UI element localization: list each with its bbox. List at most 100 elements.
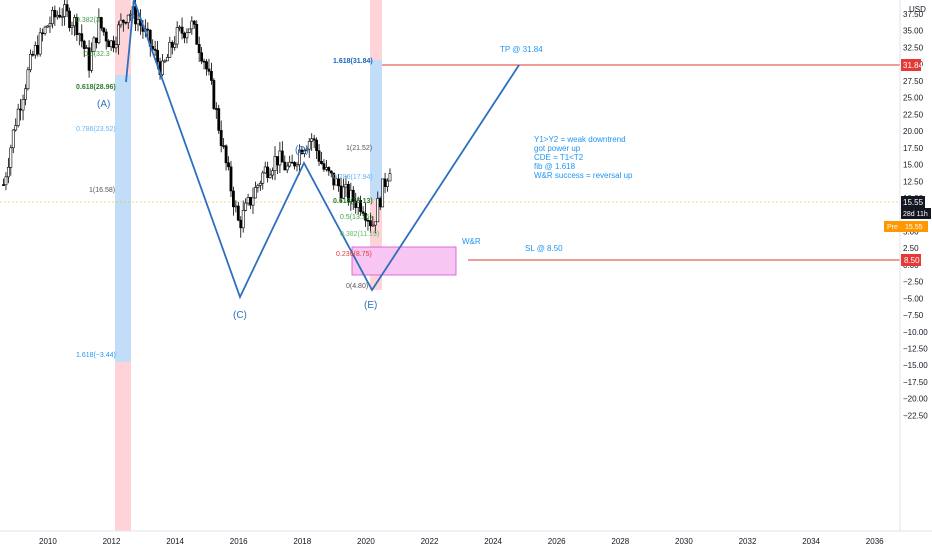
year-tick-label: 2020 [357, 537, 375, 546]
last-price-badge [901, 196, 925, 208]
candle-body [283, 161, 287, 171]
candle-body [43, 26, 47, 34]
candle-body [183, 33, 186, 39]
candle-body [104, 31, 108, 42]
year-tick-label: 2012 [103, 537, 121, 546]
candle-body [229, 166, 233, 192]
candle-body [80, 33, 84, 42]
candle-body [126, 14, 130, 23]
candle-body [129, 13, 133, 16]
fib-right-0786: 0.786(17.94) [333, 174, 373, 181]
tp-badge [901, 59, 921, 71]
candle-body [241, 210, 245, 229]
year-tick-label: 2016 [230, 537, 248, 546]
note-line-3: CDE = T1<T2 [534, 153, 584, 162]
candle-body [285, 165, 289, 171]
candle-body [383, 178, 387, 187]
year-tick-label: 2032 [739, 537, 757, 546]
note-line-1: Y1>Y2 = weak downtrend [534, 135, 626, 144]
candle-body [114, 44, 118, 49]
zigzag-pattern [125, 0, 520, 300]
note-line-4: fib @ 1.618 [534, 162, 576, 171]
year-tick-label: 2034 [802, 537, 820, 546]
candle-body [202, 60, 206, 63]
candle-body [339, 185, 343, 199]
candle-body [175, 27, 179, 45]
candle-body [219, 130, 223, 146]
price-badges: 31.84 15.55 28d 11h Pre 15.55 8.50 [884, 59, 931, 266]
fib-left-1618: 1.618(−3.44) [76, 352, 116, 359]
tp-annotation: TP @ 31.84 [500, 45, 543, 54]
candle-body [9, 147, 13, 168]
wave-label-d: (D) [295, 145, 309, 156]
candle-body [298, 149, 301, 165]
candle-body [359, 200, 363, 213]
candle-body [97, 17, 101, 44]
countdown-text: 28d 11h [903, 211, 928, 218]
candle-body [266, 166, 270, 178]
wave-label-e: (E) [364, 300, 377, 311]
candle-body [322, 163, 326, 170]
candle-body [19, 108, 23, 111]
fib-left-0618: 0.618(28.96) [76, 84, 116, 91]
last-price-text: 15.55 [903, 198, 924, 207]
candle-body [146, 28, 150, 31]
candle-body [217, 108, 221, 131]
candle-body [386, 180, 389, 187]
candle-body [369, 220, 372, 227]
zigzag-line [125, 0, 520, 300]
time-axis[interactable]: 2010 2012 2014 2016 2018 2020 2022 2024 2026 2028… [0, 530, 932, 546]
wave-label-a: (A) [97, 99, 110, 110]
candle-body [351, 189, 355, 202]
candle-body [239, 219, 243, 229]
candle-body [290, 161, 294, 164]
note-line-5: W&R success = reversal up [534, 171, 633, 180]
candle-body [173, 43, 177, 48]
price-tick-label: −5.00 [903, 294, 924, 303]
candle-body [256, 185, 260, 188]
candle-body [41, 32, 45, 35]
candle-body [227, 162, 230, 168]
fib-right-1618: 1.618(31.84) [333, 58, 373, 65]
candle-body [121, 19, 125, 23]
wave-label-c: (C) [233, 310, 247, 321]
candle-body [187, 28, 191, 33]
price-tick-label: −17.50 [903, 378, 928, 387]
candle-body [207, 68, 211, 72]
candle-body [6, 167, 10, 178]
candle-body [48, 23, 52, 27]
candle-body [2, 184, 5, 186]
pre-badge-price: 15.55 [905, 224, 923, 231]
pre-badge-tag: Pre [887, 224, 898, 231]
candle-body [197, 44, 201, 54]
candle-body [14, 125, 18, 131]
year-tick-label: 2022 [421, 537, 439, 546]
candle-body [317, 150, 321, 162]
price-tick-label: 22.50 [903, 110, 924, 119]
price-tick-label: −15.00 [903, 361, 928, 370]
candle-body [165, 57, 169, 62]
countdown-badge [901, 208, 931, 219]
candle-body [305, 148, 309, 151]
fib-shade-right [370, 60, 382, 200]
candle-body [205, 61, 208, 70]
candle-body [46, 25, 49, 28]
candle-body [185, 32, 189, 39]
year-tick-label: 2030 [675, 537, 693, 546]
candle-body [224, 145, 228, 164]
candle-body [312, 138, 316, 141]
fib-shade-left [115, 75, 131, 362]
candle-body [99, 17, 103, 29]
fib-right-0618: 0.618(15.13) [333, 198, 373, 205]
candle-body [376, 198, 380, 223]
candle-body [163, 60, 167, 63]
candle-body [156, 50, 159, 62]
year-tick-label: 2018 [293, 537, 311, 546]
candle-body [75, 17, 79, 36]
candle-body [92, 37, 96, 52]
candle-body [31, 53, 35, 56]
candle-body [85, 47, 89, 50]
candle-body [378, 198, 382, 208]
candle-body [70, 25, 74, 28]
